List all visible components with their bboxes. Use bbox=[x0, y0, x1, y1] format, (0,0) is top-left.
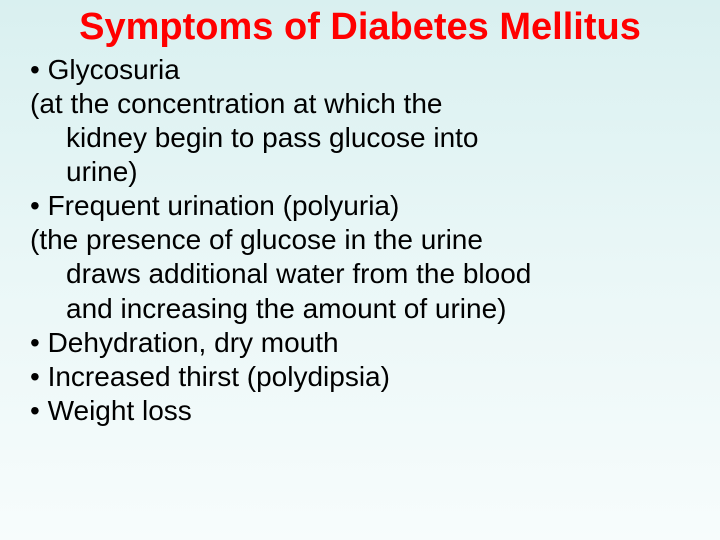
body-line: kidney begin to pass glucose into bbox=[20, 121, 700, 155]
slide-body: • Glycosuria(at the concentration at whi… bbox=[20, 53, 700, 429]
body-line: and increasing the amount of urine) bbox=[20, 292, 700, 326]
body-line: • Dehydration, dry mouth bbox=[20, 326, 700, 360]
body-line: urine) bbox=[20, 155, 700, 189]
body-line: (the presence of glucose in the urine bbox=[20, 223, 700, 257]
body-line: • Weight loss bbox=[20, 394, 700, 428]
body-line: draws additional water from the blood bbox=[20, 257, 700, 291]
slide-title: Symptoms of Diabetes Mellitus bbox=[20, 6, 700, 49]
body-line: • Glycosuria bbox=[20, 53, 700, 87]
body-line: • Frequent urination (polyuria) bbox=[20, 189, 700, 223]
body-line: • Increased thirst (polydipsia) bbox=[20, 360, 700, 394]
slide: Symptoms of Diabetes Mellitus • Glycosur… bbox=[0, 0, 720, 540]
body-line: (at the concentration at which the bbox=[20, 87, 700, 121]
